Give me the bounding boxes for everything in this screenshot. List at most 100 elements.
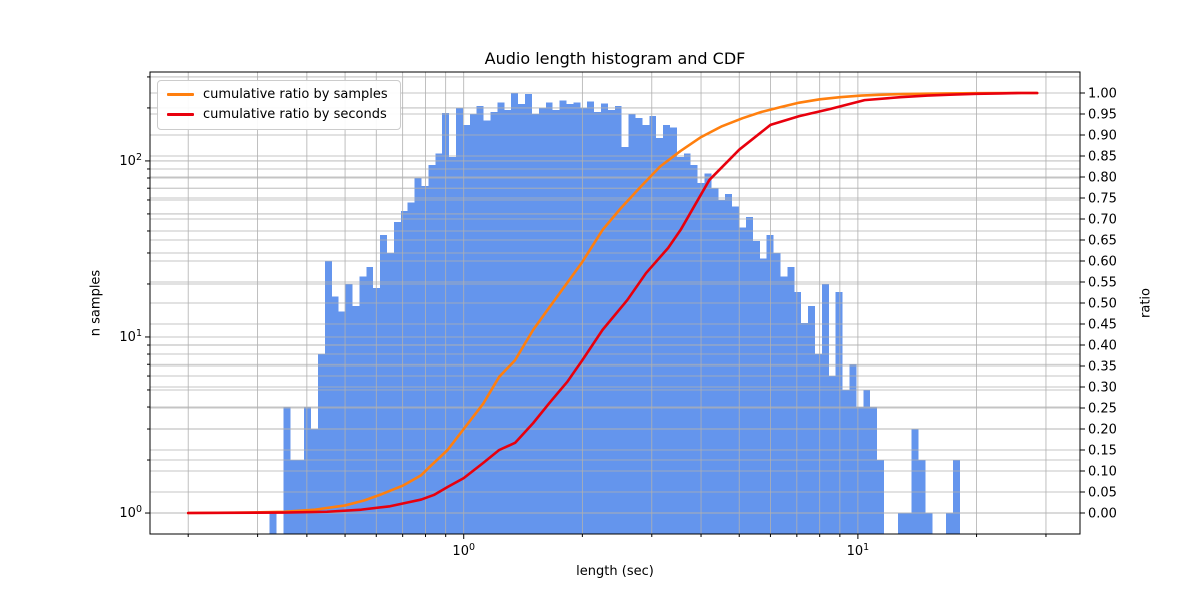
histogram-bar (297, 460, 305, 534)
histogram-bar (808, 305, 815, 534)
histogram-bar (918, 460, 926, 534)
histogram-bar (676, 157, 684, 534)
histogram-bar (456, 107, 463, 535)
histogram-bar (311, 429, 318, 534)
histogram-bar (566, 104, 574, 534)
histogram-bar (462, 124, 470, 535)
histogram-bar (552, 109, 560, 535)
y-right-tick-label: 0.75 (1088, 192, 1117, 207)
histogram-bar (877, 460, 884, 534)
histogram-bar (483, 120, 491, 535)
legend-item-seconds: cumulative ratio by seconds (167, 107, 388, 122)
histogram-bar (780, 276, 788, 534)
histogram-bar (773, 252, 781, 535)
histogram-bar (269, 513, 277, 534)
histogram-bar (331, 296, 339, 534)
histogram-bar (911, 429, 919, 534)
histogram-bar (752, 241, 760, 534)
y-right-tick-label: 0.60 (1088, 255, 1117, 270)
histogram-bar (380, 234, 387, 534)
histogram-bar (449, 157, 457, 534)
y-left-tick-label: 102 (119, 152, 142, 169)
histogram-bar (821, 283, 829, 534)
histogram-bar (649, 115, 657, 535)
plot-border (149, 71, 1081, 535)
axis-ticks (145, 76, 1085, 539)
histogram-bar (504, 109, 512, 535)
histogram-bar (670, 127, 677, 535)
y-right-tick-label: 0.40 (1088, 339, 1117, 354)
histogram-bar (386, 252, 394, 535)
histogram-bar (393, 221, 401, 535)
histogram-bar (600, 103, 608, 534)
histogram-bar (683, 153, 691, 534)
histogram-bar (814, 354, 822, 534)
y-right-tick-label: 0.80 (1088, 171, 1117, 186)
y-right-tick-label: 0.85 (1088, 150, 1117, 165)
y-right-tick-label: 0.55 (1088, 276, 1117, 291)
histogram-bar (580, 107, 588, 535)
histogram-bar (946, 513, 954, 534)
legend-line-seconds-icon (167, 113, 194, 116)
x-tick-label: 100 (452, 542, 475, 559)
y-right-tick-label: 0.25 (1088, 402, 1117, 417)
histogram-bar (787, 266, 795, 534)
histogram-bar (587, 101, 595, 534)
histogram-bar (511, 93, 519, 535)
y-right-tick-label: 0.05 (1088, 486, 1117, 501)
histogram-bar (870, 407, 878, 534)
histogram-bar (718, 199, 726, 535)
histogram-bar (635, 118, 643, 534)
histogram-bar (849, 364, 857, 534)
cdf-line-samples (186, 91, 1039, 515)
histogram-bar (476, 106, 484, 535)
histogram-bar (435, 153, 443, 534)
histogram-bar (366, 266, 374, 534)
y-right-tick-label: 0.45 (1088, 318, 1117, 333)
histogram-bar (801, 323, 809, 534)
y-right-tick-label: 0.90 (1088, 129, 1117, 144)
histogram-bar (953, 460, 960, 534)
histogram-bar (925, 513, 933, 534)
histogram-bar (594, 111, 601, 535)
histogram-bar (656, 137, 664, 535)
x-tick-label: 101 (847, 542, 870, 559)
histogram-bar (490, 111, 498, 535)
histogram-bar (759, 258, 767, 534)
histogram-bar (400, 210, 408, 535)
legend-line-samples-icon (167, 93, 194, 96)
cdf-line-seconds (186, 91, 1039, 515)
histogram-bar (794, 292, 802, 534)
legend-label-samples: cumulative ratio by samples (203, 87, 388, 102)
legend-label-seconds: cumulative ratio by seconds (203, 107, 387, 122)
histogram-bar (856, 407, 864, 534)
y-right-tick-label: 0.15 (1088, 444, 1117, 459)
y-right-tick-label: 0.20 (1088, 423, 1117, 438)
y-left-tick-label: 100 (119, 504, 142, 521)
histogram-bar (842, 389, 850, 534)
histogram-bar (573, 102, 581, 535)
histogram-bar (835, 292, 843, 534)
histogram-bar (407, 202, 415, 534)
y-axis-label-right: ratio (1138, 288, 1154, 318)
histogram-bar (359, 276, 367, 534)
histogram-bar (290, 460, 298, 534)
y-right-tick-label: 0.65 (1088, 234, 1117, 249)
histogram-bar (338, 311, 346, 534)
histogram-bar (863, 389, 871, 534)
histogram-bar (538, 107, 546, 535)
y-right-tick-label: 0.95 (1088, 108, 1117, 123)
histogram-bar (352, 305, 360, 534)
histogram-bar (828, 376, 836, 534)
histogram-bar (317, 354, 325, 534)
histogram-bar (739, 227, 746, 534)
histogram-bar (559, 100, 567, 535)
x-axis-label: length (sec) (576, 564, 654, 579)
histogram-bar (711, 188, 719, 534)
histogram-bar (614, 106, 622, 535)
histogram-bar (897, 513, 905, 534)
histogram-bar (345, 283, 353, 534)
histogram-bar (642, 124, 650, 535)
